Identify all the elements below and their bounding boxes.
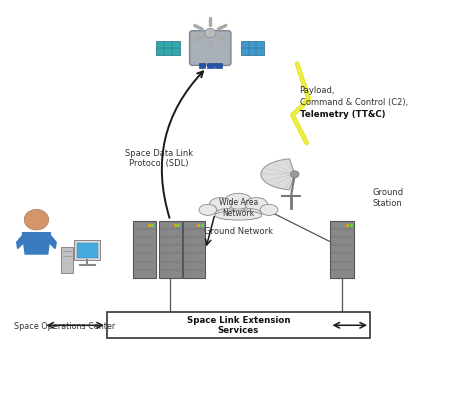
FancyBboxPatch shape	[190, 30, 231, 65]
Bar	[77, 243, 98, 258]
Bar	[156, 41, 180, 55]
Ellipse shape	[225, 193, 252, 209]
Bar	[241, 41, 264, 55]
Bar	[107, 312, 370, 338]
Text: Space Link Extension
Services: Space Link Extension Services	[187, 316, 290, 335]
Ellipse shape	[239, 209, 262, 219]
Ellipse shape	[215, 209, 238, 219]
Polygon shape	[48, 236, 56, 249]
Text: Command & Control (C2),: Command & Control (C2),	[300, 98, 408, 107]
Text: Telemetry (TT&C): Telemetry (TT&C)	[300, 110, 385, 119]
Ellipse shape	[210, 198, 232, 211]
Polygon shape	[22, 233, 51, 254]
Bar	[133, 221, 156, 278]
Text: Wide Area
Network: Wide Area Network	[219, 198, 258, 217]
Ellipse shape	[199, 204, 217, 215]
Ellipse shape	[215, 211, 262, 220]
Circle shape	[205, 29, 216, 38]
Bar	[207, 63, 214, 68]
Circle shape	[291, 171, 299, 178]
Bar	[182, 221, 205, 278]
Bar	[215, 63, 222, 68]
Circle shape	[24, 209, 49, 230]
Text: Ground
Station: Ground Station	[372, 188, 403, 208]
Text: Space Operations Center: Space Operations Center	[14, 322, 115, 331]
Bar	[199, 63, 205, 68]
Bar	[74, 240, 100, 260]
Polygon shape	[17, 236, 25, 249]
Text: Ground Network: Ground Network	[204, 227, 273, 236]
Bar	[329, 221, 354, 278]
Bar	[159, 221, 182, 278]
Text: Payload,: Payload,	[300, 86, 335, 95]
Bar	[61, 248, 73, 273]
Text: Space Data Link
Protocol (SDL): Space Data Link Protocol (SDL)	[125, 149, 192, 168]
Ellipse shape	[245, 198, 267, 211]
Ellipse shape	[260, 204, 278, 215]
Polygon shape	[261, 159, 295, 190]
